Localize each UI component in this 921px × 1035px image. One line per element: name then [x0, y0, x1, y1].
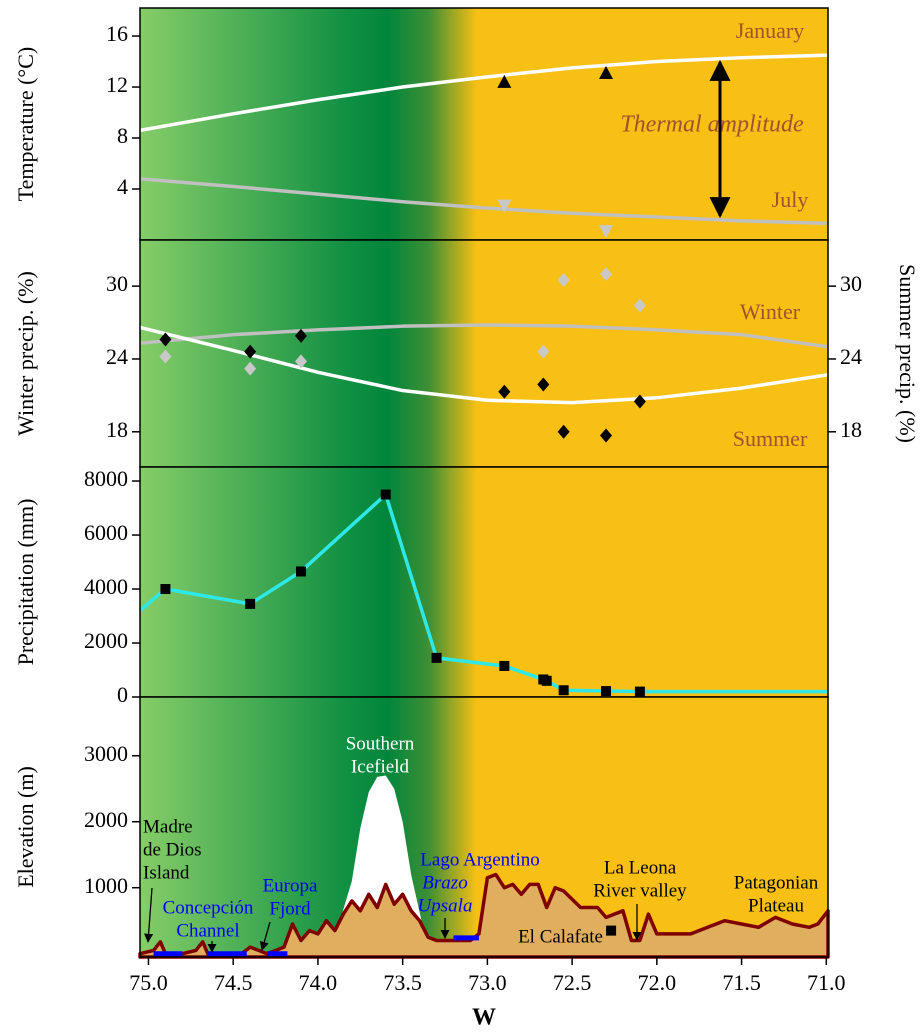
annotation-arrow: [259, 921, 271, 951]
x-tick-label: 73.0: [468, 970, 507, 995]
y-tick-label: 24: [106, 344, 128, 369]
x-tick-label: 74.0: [299, 970, 338, 995]
annotation: Thermal amplitude: [620, 112, 804, 138]
series-line: [139, 53, 829, 133]
x-tick-label: 75.0: [129, 970, 168, 995]
x-tick-label: 72.0: [638, 970, 677, 995]
annotation: Brazo: [422, 872, 467, 893]
marker: [537, 344, 550, 359]
y2-axis-label: Summer precip. (%): [895, 264, 920, 443]
annotation: Southern: [346, 733, 415, 754]
x-tick-label: 74.5: [214, 970, 253, 995]
marker: [633, 298, 646, 313]
series-line: [139, 177, 829, 226]
y-tick-label: 12: [106, 72, 128, 97]
y-axis-label: Winter precip. (%): [13, 271, 38, 436]
y-tick-label: 2000: [84, 628, 128, 653]
marker: [600, 428, 613, 443]
annotation: Concepción: [163, 897, 254, 918]
y-tick-label: 3000: [84, 741, 128, 766]
terrain-area: [138, 872, 830, 959]
marker: [599, 225, 614, 239]
annotation: Europa: [263, 875, 318, 896]
y-tick-label: 16: [106, 21, 128, 46]
plot-frame: [139, 696, 829, 958]
y-tick-label: 0: [117, 682, 128, 707]
annotation: Channel: [176, 920, 239, 941]
series-label: Winter: [740, 299, 801, 324]
annotation: El Calafate: [518, 926, 603, 947]
marker: [537, 377, 550, 392]
marker: [499, 660, 510, 671]
annotation-arrow: [144, 887, 154, 943]
marker: [606, 925, 617, 936]
marker: [633, 394, 646, 409]
series-label: July: [772, 187, 809, 212]
annotation: Patagonian: [734, 872, 819, 893]
y2-tick-label: 18: [840, 417, 862, 442]
marker: [244, 361, 257, 376]
annotation: Island: [143, 862, 190, 883]
marker: [294, 354, 307, 369]
series-label: January: [736, 18, 804, 43]
marker: [244, 344, 257, 359]
x-axis-label: W: [472, 1005, 496, 1031]
annotation: Upsala: [418, 895, 473, 916]
y-tick-label: 4000: [84, 574, 128, 599]
marker: [557, 424, 570, 439]
y-tick-label: 8000: [84, 466, 128, 491]
y-tick-label: 4: [117, 174, 128, 199]
marker: [541, 675, 552, 686]
plot-background: [140, 240, 828, 467]
marker: [294, 328, 307, 343]
y-axis-label: Temperature (°C): [13, 47, 38, 201]
y-tick-label: 8: [117, 123, 128, 148]
y-tick-label: 30: [106, 271, 128, 296]
marker: [498, 384, 511, 399]
marker: [159, 349, 172, 364]
marker: [431, 652, 442, 663]
annotation: River valley: [593, 880, 687, 901]
marker: [160, 584, 171, 595]
marker: [159, 332, 172, 347]
marker: [600, 266, 613, 281]
x-tick-label: 72.5: [553, 970, 592, 995]
x-tick-label: 71.5: [722, 970, 761, 995]
y2-tick-label: 24: [840, 344, 862, 369]
marker: [245, 598, 256, 609]
series-line: [139, 325, 829, 405]
y-axis-label: Precipitation (mm): [13, 499, 38, 666]
y-tick-label: 6000: [84, 520, 128, 545]
marker: [380, 489, 391, 500]
marker: [295, 566, 306, 577]
marker: [497, 199, 512, 213]
plot-background: [140, 467, 828, 697]
y-tick-label: 2000: [84, 807, 128, 832]
series-line: [139, 323, 829, 349]
y-axis-label: Elevation (m): [13, 766, 38, 888]
y-tick-label: 18: [106, 417, 128, 442]
annotation: Fjord: [269, 898, 311, 919]
annotation: La Leona: [604, 857, 677, 878]
marker: [497, 74, 512, 88]
marker: [634, 686, 645, 697]
marker: [599, 66, 614, 80]
annotation: Madre: [143, 816, 193, 837]
y-tick-label: 1000: [84, 873, 128, 898]
series-label: Summer: [733, 426, 808, 451]
annotation: Lago Argentino: [420, 849, 539, 870]
marker: [558, 685, 569, 696]
marker: [601, 686, 612, 697]
y2-tick-label: 30: [840, 271, 862, 296]
annotation: Plateau: [748, 895, 804, 916]
x-tick-label: 71.0: [807, 970, 846, 995]
x-tick-label: 73.5: [383, 970, 422, 995]
marker: [557, 273, 570, 288]
annotation: de Dios: [143, 839, 202, 860]
annotation: Icefield: [351, 756, 410, 777]
